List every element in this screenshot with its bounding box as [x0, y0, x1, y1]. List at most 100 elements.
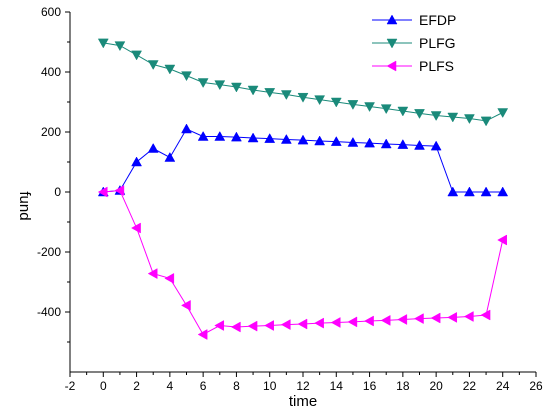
data-point-efdp: [314, 135, 326, 146]
data-point-plfg: [314, 95, 326, 106]
data-point-plfs: [114, 185, 125, 196]
data-point-efdp: [347, 136, 359, 147]
data-point-plfg: [280, 90, 292, 101]
data-point-efdp: [430, 140, 442, 151]
data-point-plfs: [131, 222, 141, 234]
data-point-plfs: [430, 312, 441, 324]
data-point-plfs: [413, 313, 424, 325]
data-point-efdp: [264, 133, 276, 143]
data-point-efdp: [414, 139, 425, 150]
data-point-plfs: [380, 314, 391, 326]
data-point-efdp: [364, 137, 375, 148]
legend-item-plfg: PLFG: [372, 35, 456, 51]
data-point-efdp: [131, 156, 142, 167]
data-point-plfg: [397, 106, 409, 117]
x-tick-label: 10: [263, 379, 277, 393]
x-tick-label: -2: [65, 379, 76, 393]
data-point-plfg: [181, 71, 192, 82]
series-plfs: [97, 185, 507, 340]
data-point-plfs: [280, 319, 291, 331]
data-point-plfs: [347, 316, 358, 328]
data-point-efdp: [330, 136, 342, 146]
data-point-efdp: [247, 132, 259, 143]
data-point-plfg: [414, 109, 425, 119]
data-point-plfs: [364, 315, 374, 327]
x-tick-label: 18: [396, 379, 410, 393]
data-point-plfs: [264, 320, 274, 331]
data-point-efdp: [397, 139, 409, 149]
data-point-plfg: [264, 88, 276, 98]
x-tick-label: 22: [463, 379, 477, 393]
data-point-plfs: [463, 311, 474, 322]
x-tick-label: 12: [296, 379, 310, 393]
data-point-efdp: [297, 134, 309, 145]
x-tick-label: 0: [100, 379, 107, 393]
data-point-efdp: [380, 138, 392, 149]
data-point-plfg: [131, 50, 142, 61]
data-point-plfg: [197, 78, 209, 89]
data-point-plfs: [197, 329, 208, 340]
x-tick-label: 20: [429, 379, 443, 393]
data-point-efdp: [181, 123, 192, 134]
data-point-plfg: [480, 116, 492, 127]
data-point-efdp: [197, 130, 209, 141]
y-tick-label: 600: [41, 5, 61, 19]
data-point-plfs: [480, 309, 491, 321]
x-tick-label: 6: [200, 379, 207, 393]
y-tick-label: -200: [37, 245, 61, 259]
data-point-efdp: [214, 130, 226, 141]
data-point-plfs: [297, 318, 308, 330]
data-point-efdp: [231, 131, 242, 142]
data-point-efdp: [147, 142, 159, 153]
data-point-plfg: [164, 64, 176, 75]
data-point-plfs: [497, 234, 507, 246]
data-point-plfg: [297, 92, 309, 103]
data-point-plfg: [231, 82, 242, 93]
data-point-plfs: [214, 320, 225, 331]
x-tick-label: 14: [330, 379, 344, 393]
data-point-plfg: [347, 100, 359, 110]
legend-item-efdp: EFDP: [372, 12, 456, 28]
series-plfg: [97, 38, 509, 127]
y-tick-label: -400: [37, 305, 61, 319]
data-point-plfg: [97, 38, 109, 49]
legend-label: PLFG: [419, 35, 456, 51]
x-tick-label: 4: [167, 379, 174, 393]
x-tick-label: 8: [233, 379, 240, 393]
data-point-plfg: [447, 112, 459, 123]
legend-marker: [386, 14, 398, 25]
data-point-efdp: [497, 186, 509, 197]
data-point-plfs: [97, 186, 108, 198]
y-tick-label: 0: [54, 185, 61, 199]
x-tick-label: 2: [133, 379, 140, 393]
data-point-plfg: [114, 41, 126, 52]
data-point-plfg: [497, 108, 509, 119]
data-point-plfg: [380, 104, 392, 115]
data-point-plfg: [464, 114, 475, 125]
data-point-efdp: [447, 186, 459, 197]
data-point-plfs: [330, 317, 341, 328]
x-tick-label: 16: [363, 379, 377, 393]
y-tick-label: 200: [41, 125, 61, 139]
series-layer: [97, 38, 509, 340]
legend: EFDP PLFG PLFS: [372, 12, 456, 74]
data-point-plfg: [214, 80, 226, 91]
series-efdp: [97, 123, 509, 197]
series-line-plfg: [103, 42, 503, 122]
data-point-plfs: [164, 272, 175, 284]
data-point-plfs: [180, 299, 191, 311]
data-point-plfg: [364, 102, 375, 113]
legend-item-plfs: PLFS: [372, 58, 454, 74]
data-point-plfg: [147, 60, 159, 71]
legend-label: PLFS: [419, 58, 454, 74]
data-point-efdp: [464, 186, 475, 197]
data-point-efdp: [480, 186, 492, 197]
data-point-plfs: [230, 321, 241, 333]
data-point-plfg: [330, 97, 342, 108]
data-point-plfg: [430, 111, 442, 122]
data-point-plfs: [314, 317, 324, 329]
data-point-efdp: [280, 133, 292, 144]
y-tick-label: 400: [41, 65, 61, 79]
data-point-plfs: [397, 314, 408, 325]
